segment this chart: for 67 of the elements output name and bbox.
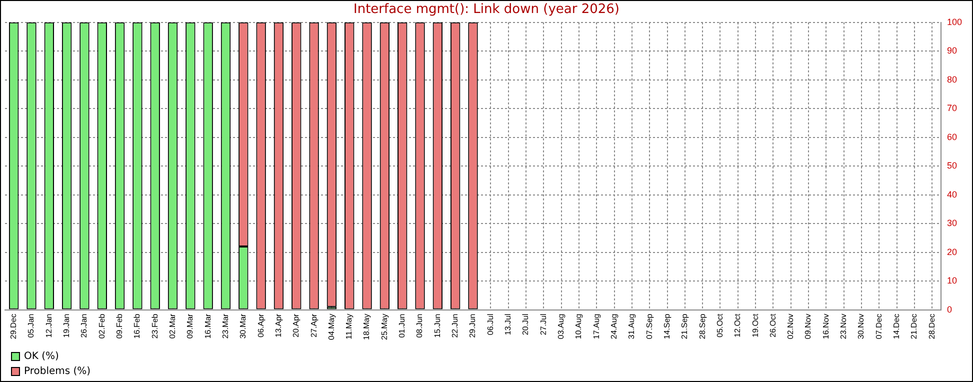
x-tick-label: 22.Jun	[450, 314, 460, 338]
x-tick-label: 14.Dec	[892, 314, 902, 340]
x-tick-label: 08.Jun	[415, 314, 424, 338]
x-tick-label: 06.Apr	[256, 313, 266, 338]
x-tick-label: 15.Jun	[432, 314, 442, 338]
x-tick-label: 16.Feb	[132, 313, 142, 339]
x-tick-label: 29.Dec	[9, 314, 18, 340]
x-tick-label: 10.Aug	[574, 314, 584, 340]
x-tick-label: 05.Jan	[26, 314, 36, 338]
y-tick-label: 80	[946, 74, 957, 84]
x-tick-label: 20.Jul	[521, 314, 530, 336]
y-tick-label: 50	[946, 160, 957, 171]
x-tick-label: 21.Dec	[910, 314, 919, 340]
x-tick-label: 01.Jun	[398, 314, 407, 338]
x-tick-label: 07.Sep	[644, 313, 654, 340]
x-tick-label: 13.Apr	[274, 313, 283, 338]
x-tick-label: 21.Sep	[680, 313, 690, 340]
x-tick-label: 20.Apr	[292, 313, 301, 338]
x-tick-label: 12.Oct	[733, 313, 742, 338]
x-tick-label: 23.Mar	[220, 313, 230, 339]
x-tick-label: 25.May	[380, 314, 389, 340]
x-tick-label: 16.Nov	[821, 314, 830, 340]
x-tick-label: 27.Apr	[309, 313, 318, 338]
x-tick-label: 26.Oct	[768, 313, 778, 338]
x-tick-label: 30.Nov	[856, 314, 866, 340]
y-tick-label: 10	[946, 276, 957, 286]
y-tick-label: 70	[946, 103, 957, 114]
x-tick-label: 28.Sep	[698, 313, 707, 340]
x-tick-label: 18.May	[362, 314, 372, 340]
y-tick-label: 20	[946, 246, 957, 257]
x-tick-label: 23.Feb	[150, 313, 160, 339]
legend-label: Problems (%)	[24, 365, 91, 379]
y-tick-label: 30	[946, 218, 957, 228]
x-tick-label: 12.Jan	[44, 314, 54, 338]
x-tick-label: 19.Jan	[62, 314, 72, 338]
x-tick-label: 19.Oct	[750, 313, 760, 338]
x-tick-label: 02.Nov	[786, 314, 796, 340]
y-tick-label: 60	[946, 132, 957, 142]
x-tick-label: 02.Mar	[168, 313, 177, 339]
x-tick-label: 17.Aug	[592, 314, 601, 340]
x-tick-label: 04.May	[326, 314, 336, 340]
x-tick-label: 31.Aug	[627, 314, 636, 340]
x-tick-label: 14.Sep	[662, 313, 672, 340]
x-tick-label: 09.Nov	[804, 314, 813, 340]
y-tick-label: 40	[946, 189, 957, 200]
x-tick-label: 09.Mar	[186, 313, 195, 339]
x-tick-label: 03.Aug	[556, 314, 566, 340]
x-tick-label: 24.Aug	[609, 314, 618, 340]
x-tick-label: 23.Nov	[839, 314, 848, 340]
x-tick-label: 07.Dec	[874, 314, 884, 340]
y-tick-label: 90	[946, 46, 957, 56]
y-tick-label: 0	[946, 304, 952, 314]
x-tick-label: 29.Jun	[468, 314, 478, 338]
x-tick-label: 27.Jul	[538, 314, 548, 336]
x-tick-label: 26.Jan	[80, 314, 89, 338]
x-tick-label: 06.Jul	[486, 314, 495, 336]
x-tick-label: 13.Jul	[504, 314, 513, 336]
x-tick-label: 02.Feb	[97, 313, 106, 339]
x-tick-label: 09.Feb	[114, 313, 124, 339]
legend-label: OK (%)	[24, 350, 59, 364]
x-tick-label: 28.Dec	[927, 314, 936, 340]
x-tick-label: 11.May	[344, 314, 354, 340]
x-tick-label: 16.Mar	[203, 313, 212, 339]
chart-title: Interface mgmt(): Link down (year 2026)	[354, 2, 620, 17]
y-tick-label: 100	[946, 16, 962, 27]
x-tick-label: 05.Oct	[715, 313, 724, 338]
x-tick-label: 30.Mar	[238, 313, 248, 339]
